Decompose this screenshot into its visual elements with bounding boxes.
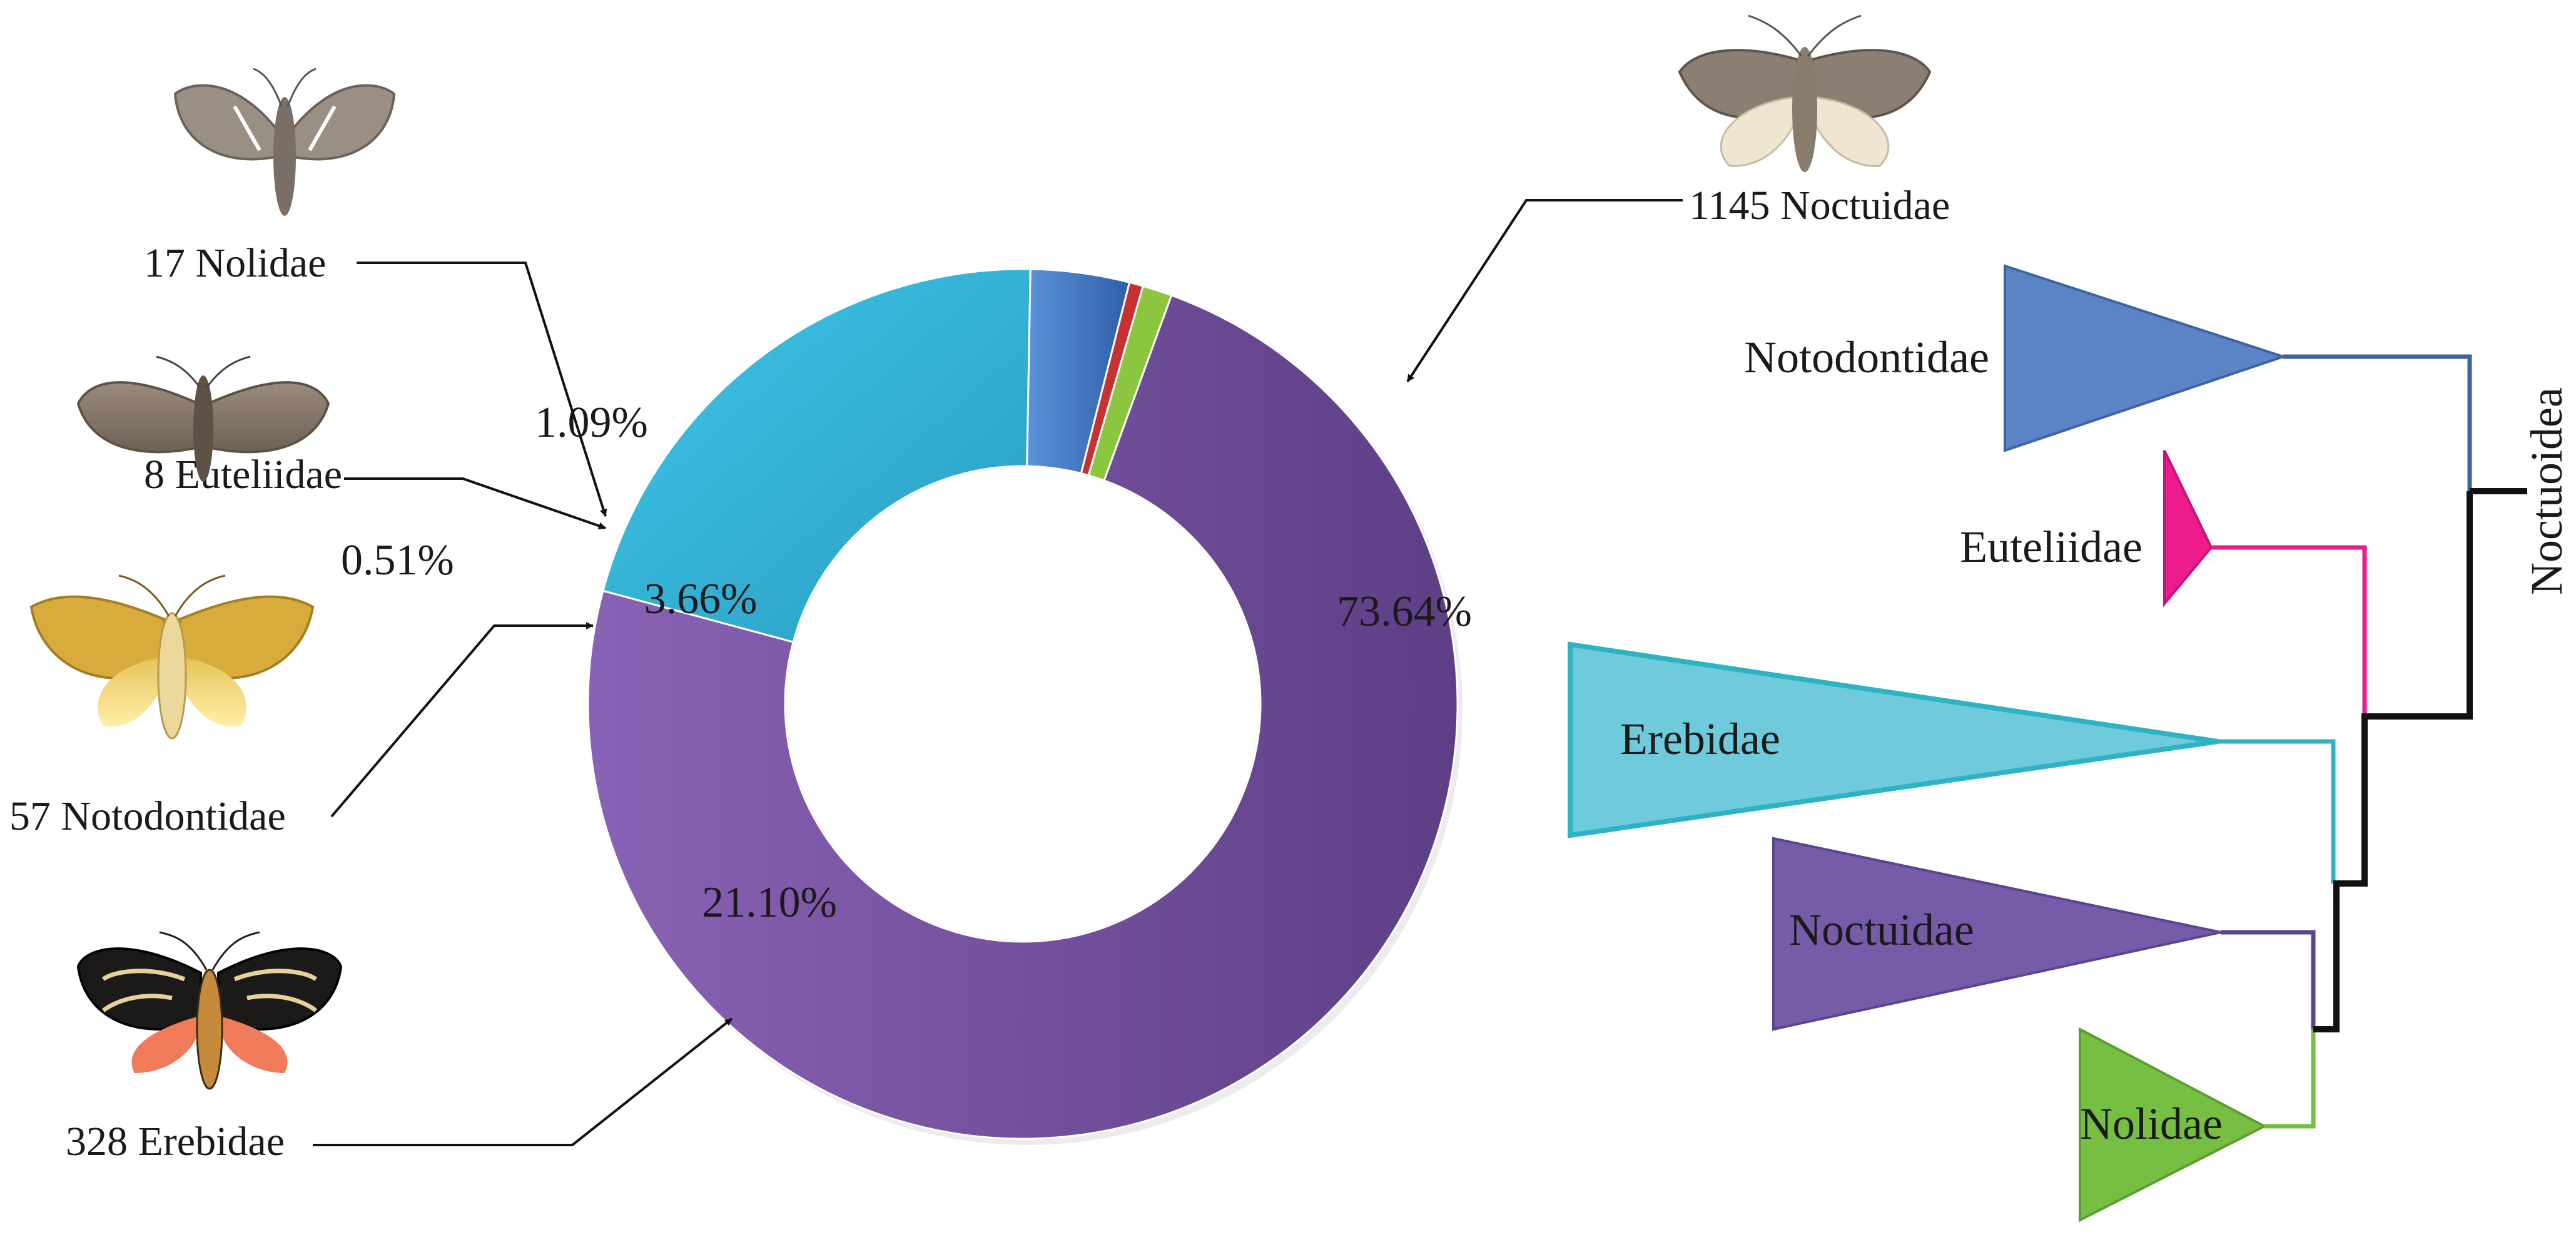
superfamily-label: Noctuoidea [2522,387,2572,595]
donut-slice-erebidae [602,268,1032,643]
count-label-erebidae: 328 Erebidae [66,1119,285,1164]
moth-photo-nolidae [173,68,396,216]
leader-arrow-erebidae [313,1017,733,1146]
moth-photo-notodontidae [29,574,315,740]
clade-triangle-notodontidae [2004,264,2288,452]
percent-label-noctuidae: 73.64% [1337,588,1472,636]
clade-label-nolidae: Nolidae [2080,1099,2223,1149]
count-label-noctuidae: 1145 Noctuidae [1689,183,1950,228]
clade-label-erebidae: Erebidae [1620,714,1780,764]
leader-arrow-nolidae [357,262,607,517]
count-label-euteliidae: 8 Euteliidae [144,452,342,497]
percent-label-notodontidae: 3.66% [644,575,758,623]
percent-label-erebidae: 21.10% [702,878,837,927]
clade-triangle-erebidae [1568,641,2218,838]
donut-chart [587,268,1463,1145]
moth-photo-erebidae [76,931,343,1090]
count-label-notodontidae: 57 Notodontidae [9,793,286,839]
moth-photo-noctuidae [1678,14,1932,172]
clade-label-noctuidae: Noctuidae [1789,905,1974,955]
phylogeny-tree: Notodontidae Euteliidae Erebidae Noctuid… [1568,264,2572,1223]
leader-arrow-euteliidae [344,477,606,530]
clade-label-notodontidae: Notodontidae [1744,332,1989,382]
leader-arrow-noctuidae [1406,199,1683,383]
leader-arrow-notodontidae [330,622,594,818]
moth-photo-euteliidae [76,355,330,482]
clade-triangle-noctuidae [1772,837,2221,1031]
percent-label-euteliidae: 0.51% [341,536,454,584]
count-label-nolidae: 17 Nolidae [144,240,326,286]
clade-triangle-nolidae [2079,1027,2268,1223]
donut-hole [786,467,1259,940]
clade-label-euteliidae: Euteliidae [1960,522,2142,572]
clade-triangle-euteliidae [2163,450,2213,608]
percent-label-nolidae: 1.09% [535,399,648,447]
donut-slice-nolidae [1087,285,1173,482]
donut-slice-noctuidae [587,293,1459,1140]
